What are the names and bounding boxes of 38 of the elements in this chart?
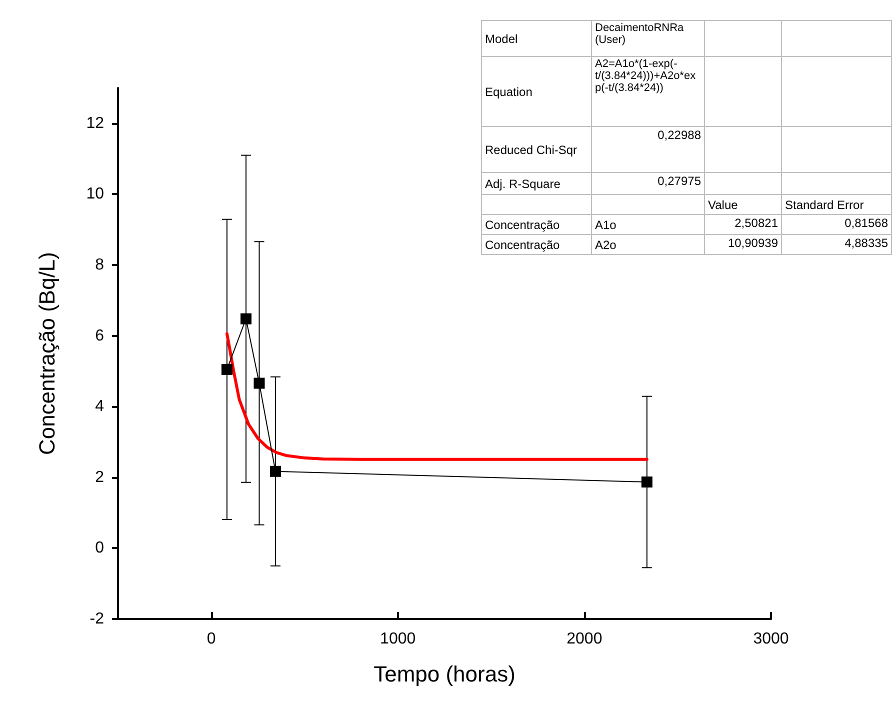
table-cell: Concentração [482,214,592,234]
table-cell: A2=A1o*(1-exp(-t/(3.84*24)))+A2o*exp(-t/(3.84*24)) [592,56,704,126]
table-cell: 4,88335 [782,234,892,254]
y-tick-label: 6 [95,327,104,344]
x-tick-label: 0 [206,630,216,648]
y-tick-label: 4 [95,398,104,416]
table-cell: 0,22988 [592,126,704,172]
y-tick-label: 2 [95,468,104,486]
y-axis-title: Concentração (Bq/L) [34,252,60,455]
table-cell: 0,81568 [782,214,892,234]
y-tick-label: 12 [86,114,104,132]
point [240,313,252,324]
y-tick-label: 8 [95,256,104,274]
table-cell: Value [704,194,782,214]
point [254,378,265,389]
table-cell: Concentração [482,234,592,254]
y-tick-label: 10 [86,186,104,203]
y-tick-label: -2 [90,610,104,628]
x-tick-label: 2000 [566,630,602,648]
x-axis-title: Tempo (horas) [374,662,516,686]
point [270,466,281,477]
table-cell: A2o [592,234,704,254]
x-tick-label: 3000 [753,630,789,648]
table-cell: Reduced Chi-Sqr [482,126,592,172]
table-cell: Adj. R-Square [482,172,592,194]
table-cell: 10,90939 [704,234,782,254]
point [221,364,232,375]
line-series [225,332,648,461]
y-tick-label: 0 [95,540,104,557]
table-cell: 0,27975 [592,172,704,194]
point [641,476,652,488]
x-tick-label: 1000 [380,630,416,648]
table-cell: Equation [482,56,592,126]
table-cell: DecaimentoRNRa (User) [592,20,704,56]
table-cell: Standard Error [782,194,892,214]
table-cell: A1o [592,214,704,234]
table-cell: 2,50821 [704,214,782,234]
table-cell: Model [482,20,592,56]
